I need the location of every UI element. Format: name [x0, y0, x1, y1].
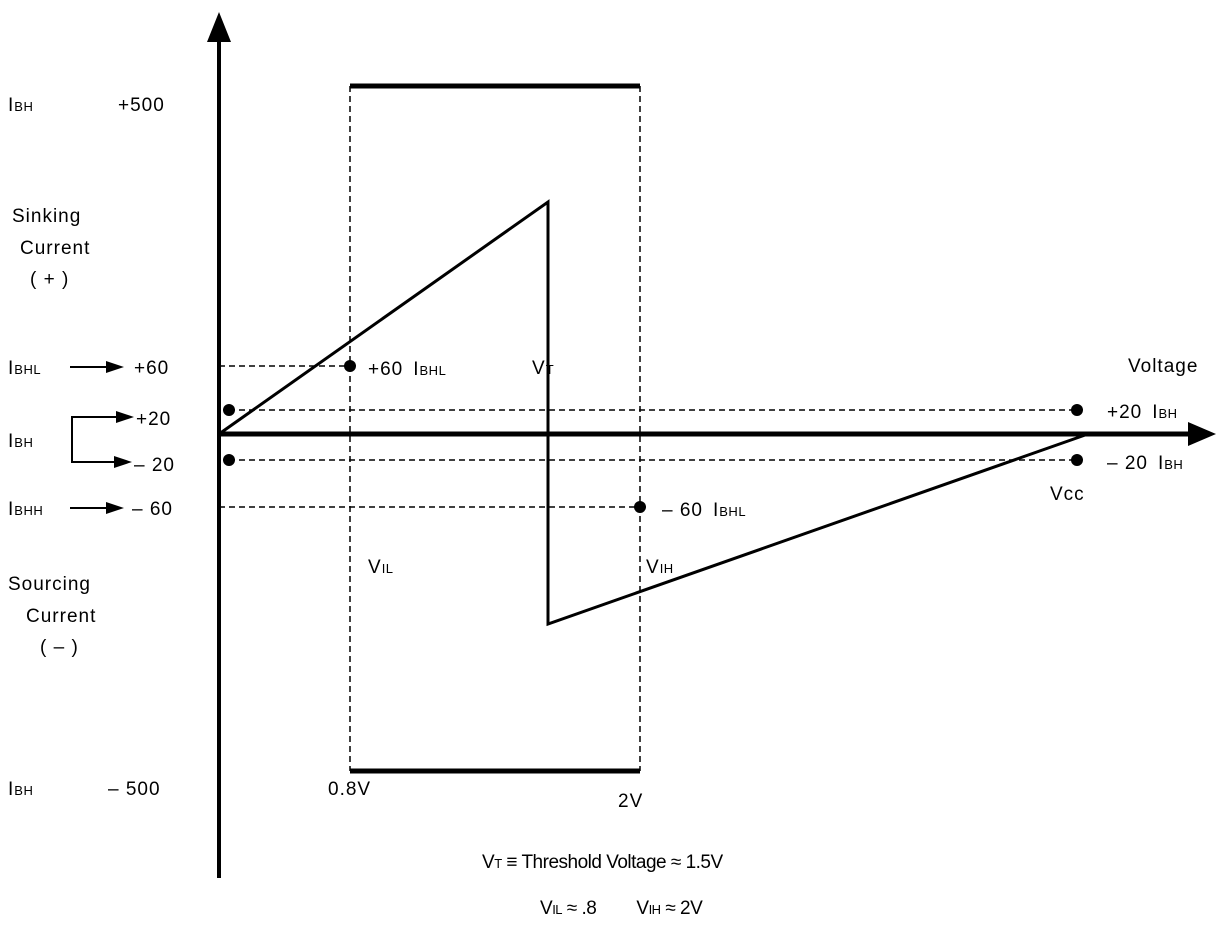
ibh-lower-label: IBH — [8, 779, 33, 800]
ibh-plus-arrowhead — [116, 411, 134, 423]
sinking-label-2: Current — [20, 238, 90, 259]
point-plus60 — [344, 360, 356, 372]
sourcing-label-1: Sourcing — [8, 574, 91, 595]
ibhh-left-label: IBHH — [8, 499, 43, 520]
minus500-label: – 500 — [108, 779, 161, 800]
ibhh-arrowhead — [106, 502, 124, 514]
ibhl-arrowhead — [106, 361, 124, 373]
point-left-minus20 — [223, 454, 235, 466]
plus500-label: +500 — [118, 95, 165, 116]
v08-label: 0.8V — [328, 779, 371, 800]
ibh-bracket — [71, 416, 116, 463]
point-plus60-label: +60 IBHL — [368, 359, 446, 380]
point-plus20-label: +20 IBH — [1107, 402, 1178, 423]
threshold-note: VT ≡ Threshold Voltage ≈ 1.5V — [482, 852, 723, 873]
v2-label: 2V — [618, 791, 643, 812]
point-right-minus20 — [1071, 454, 1083, 466]
point-minus20-label: – 20 IBH — [1107, 453, 1183, 474]
minus60-left-label: – 60 — [132, 499, 173, 520]
vil-vih-note: VIL ≈ .8 VIH ≈ 2V — [540, 898, 703, 919]
point-right-plus20 — [1071, 404, 1083, 416]
sourcing-label-3: ( – ) — [40, 637, 79, 658]
characteristic-curve — [218, 199, 1089, 627]
ibhl-left-label: IBHL — [8, 358, 41, 379]
plus60-left-label: +60 — [134, 358, 169, 379]
vil-label: VIL — [368, 557, 394, 578]
vt-label: VT — [532, 358, 554, 379]
sourcing-label-2: Current — [26, 606, 96, 627]
sinking-label-3: ( + ) — [30, 269, 69, 290]
ibh-left-label: IBH — [8, 431, 33, 452]
ibh-upper-label: IBH — [8, 95, 33, 116]
plus20-left-label: +20 — [136, 409, 171, 430]
point-minus60-label: – 60 IBHL — [662, 500, 746, 521]
point-minus60 — [634, 501, 646, 513]
x-axis-arrowhead — [1188, 422, 1216, 446]
sinking-label-1: Sinking — [12, 206, 81, 227]
y-axis-arrowhead — [207, 12, 231, 42]
vih-label: VIH — [646, 557, 674, 578]
minus20-left-label: – 20 — [134, 455, 175, 476]
vcc-label: Vcc — [1050, 484, 1085, 505]
voltage-axis-label: Voltage — [1128, 356, 1198, 377]
point-left-plus20 — [223, 404, 235, 416]
ibh-minus-arrowhead — [114, 456, 132, 468]
